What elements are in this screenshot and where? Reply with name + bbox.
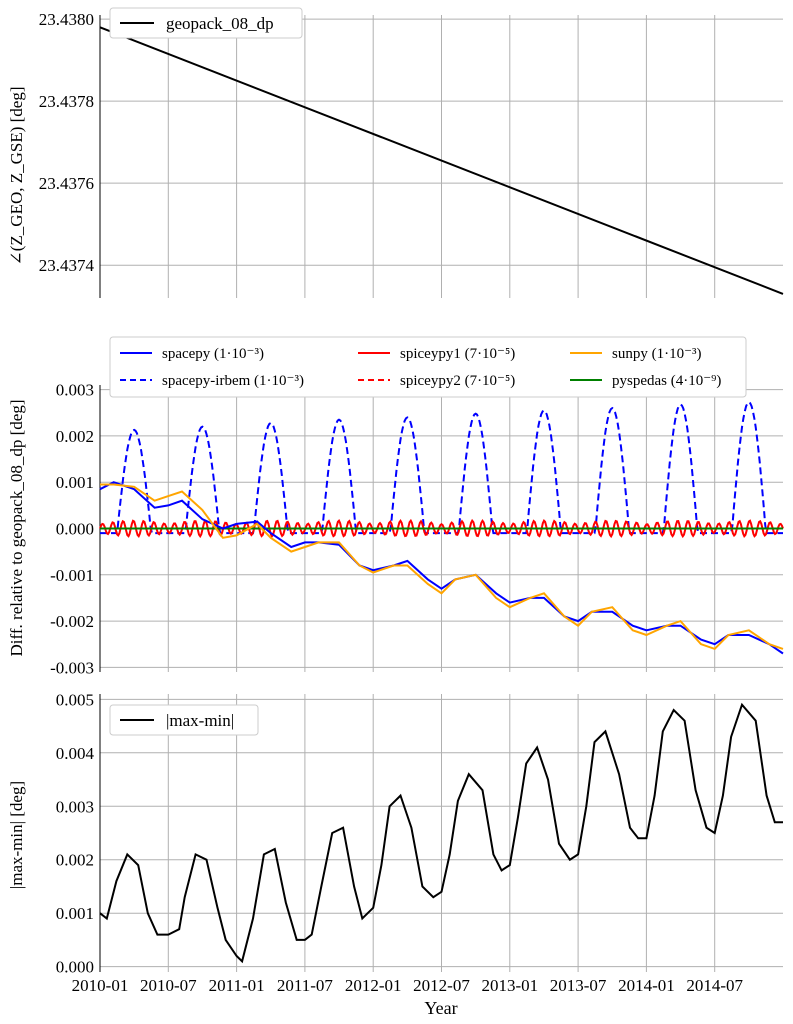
legend-label: spacepy-irbem (1·10⁻³) xyxy=(162,373,304,389)
panel-maxmin: |max-min| [deg] 0.0000.0010.0020.0030.00… xyxy=(7,690,783,977)
y-tick-label: 23.4378 xyxy=(39,92,94,111)
x-tick-label: 2012-07 xyxy=(413,976,470,995)
series-line-spacepy xyxy=(99,481,784,655)
legend-box xyxy=(109,7,303,39)
x-tick-label: 2014-07 xyxy=(686,976,743,995)
x-axis-label: Year xyxy=(424,998,457,1018)
legend-label: |max-min| xyxy=(166,711,234,730)
panel3-grid xyxy=(99,694,783,972)
panel1-ylabel: ∠(Z_GEO, Z_GSE) [deg] xyxy=(7,86,26,265)
series-line-maxmin xyxy=(99,702,783,964)
y-tick-label: 0.000 xyxy=(56,958,94,977)
panel3-legend: |max-min| xyxy=(109,704,259,736)
legend-label: sunpy (1·10⁻³) xyxy=(612,346,702,362)
panel2-series xyxy=(99,400,784,655)
legend-label: geopack_08_dp xyxy=(166,14,274,33)
legend-label: pyspedas (4·10⁻⁹) xyxy=(612,373,721,389)
panel1-yticks: 23.4374 23.4376 23.4378 23.4380 xyxy=(39,10,95,275)
legend-label: spacepy (1·10⁻³) xyxy=(162,346,264,362)
y-tick-label: -0.002 xyxy=(50,612,94,631)
y-tick-label: 23.4380 xyxy=(39,10,94,29)
legend-label: spiceypy2 (7·10⁻⁵) xyxy=(400,373,515,389)
panel3-yticks: 0.000 0.001 0.002 0.003 0.004 0.005 xyxy=(56,690,95,976)
y-tick-label: 0.000 xyxy=(56,520,94,539)
y-tick-label: 0.005 xyxy=(56,690,94,709)
panel3-series xyxy=(99,702,783,964)
panel2-yticks: -0.003 -0.002 -0.001 0.000 0.001 0.002 0.003 xyxy=(50,381,94,678)
x-tick-label: 2010-07 xyxy=(140,976,197,995)
panel3-ylabel: |max-min| [deg] xyxy=(7,781,26,889)
y-tick-label: 0.001 xyxy=(56,473,94,492)
panel1-legend: geopack_08_dp xyxy=(109,7,303,39)
y-tick-label: 23.4376 xyxy=(39,174,94,193)
panel2-ylabel: Diff. relative to geopack_08_dp [deg] xyxy=(7,400,26,657)
panel-diff: Diff. relative to geopack_08_dp [deg] -0… xyxy=(7,336,784,678)
y-tick-label: 0.002 xyxy=(56,427,94,446)
y-tick-label: 0.003 xyxy=(56,797,94,816)
legend-label: spiceypy1 (7·10⁻⁵) xyxy=(400,346,515,362)
x-tick-label: 2011-01 xyxy=(209,976,265,995)
x-ticks: 2010-01 2010-07 2011-01 2011-07 2012-01 2012-… xyxy=(72,976,744,995)
x-tick-label: 2014-01 xyxy=(618,976,675,995)
panel1-grid xyxy=(99,15,783,298)
x-tick-label: 2011-07 xyxy=(277,976,334,995)
x-tick-label: 2013-01 xyxy=(481,976,538,995)
series-line-spacepy-irbem xyxy=(100,400,783,535)
series-line-geopack_08_dp xyxy=(99,26,784,295)
y-tick-label: 23.4374 xyxy=(39,256,95,275)
panel-angle: ∠(Z_GEO, Z_GSE) [deg] 23.437423.437623.4… xyxy=(7,7,784,298)
series-line-sunpy xyxy=(100,483,784,651)
y-tick-label: 0.001 xyxy=(56,904,94,923)
y-tick-label: -0.001 xyxy=(50,566,94,585)
x-tick-label: 2013-07 xyxy=(550,976,607,995)
y-tick-label: 0.004 xyxy=(56,744,95,763)
legend-box xyxy=(109,704,259,736)
panel1-series xyxy=(99,26,784,295)
panel2-legend: spacepy (1·10⁻³) spacepy-irbem (1·10⁻³) sp… xyxy=(109,336,747,398)
y-tick-label: 0.002 xyxy=(56,851,94,870)
x-tick-label: 2012-01 xyxy=(345,976,402,995)
y-tick-label: 0.003 xyxy=(56,381,94,400)
x-tick-label: 2010-01 xyxy=(72,976,129,995)
y-tick-label: -0.003 xyxy=(50,658,94,677)
